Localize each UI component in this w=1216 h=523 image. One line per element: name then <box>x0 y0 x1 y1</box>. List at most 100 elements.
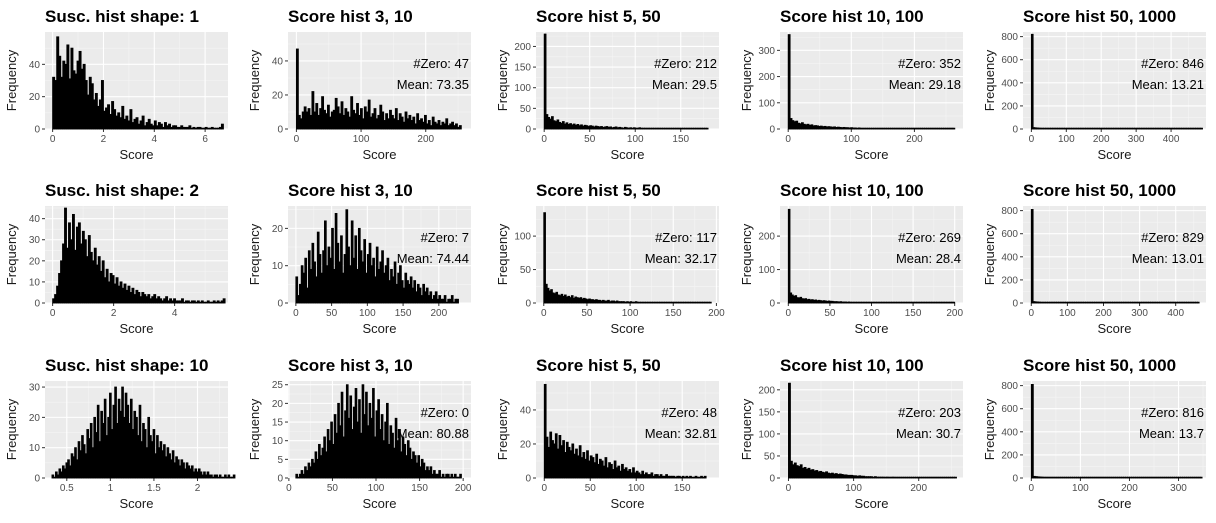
y-tick-label: 200 <box>758 385 775 396</box>
x-tick-label: 100 <box>628 483 645 494</box>
bars <box>51 386 236 479</box>
histogram-bar <box>543 212 546 304</box>
mean-annotation: Mean: 29.18 <box>889 77 961 92</box>
histogram-panel: Score hist 3, 10 0 10 20 0 50 100 150 200 Score Fr… <box>243 174 483 344</box>
x-axis-label: Score <box>120 147 154 162</box>
x-tick-label: 50 <box>581 308 593 319</box>
plot-background <box>780 32 963 129</box>
chart-title: Score hist 5, 50 <box>536 181 661 200</box>
histogram-bar <box>429 466 433 479</box>
zero-count-annotation: #Zero: 352 <box>898 56 961 71</box>
x-axis-label: Score <box>363 496 397 511</box>
mean-annotation: Mean: 13.7 <box>1139 426 1204 441</box>
x-tick-label: 100 <box>359 308 376 319</box>
y-tick-label: 0 <box>277 474 283 485</box>
histogram-bar <box>210 474 213 479</box>
x-tick-label: 100 <box>622 308 639 319</box>
histogram-bar <box>1030 209 1034 304</box>
x-tick-label: 0 <box>50 308 56 319</box>
plot-background <box>780 381 963 478</box>
bars <box>788 382 957 479</box>
x-tick-label: 0 <box>293 308 299 319</box>
y-tick-label: 200 <box>1001 450 1018 461</box>
chart-title: Score hist 10, 100 <box>780 7 924 26</box>
histogram-svg: Score hist 10, 100 0 100 200 300 0 100 200 Score… <box>739 7 963 162</box>
zero-count-annotation: #Zero: 47 <box>413 56 469 71</box>
y-axis-label: Frequency <box>4 223 19 285</box>
y-tick-label: 100 <box>758 98 775 109</box>
histogram-svg: Score hist 50, 1000 0 200 400 600 800 0 100 200 3… <box>982 7 1206 162</box>
zero-count-annotation: #Zero: 0 <box>421 405 469 420</box>
histogram-bar <box>443 295 447 304</box>
mean-annotation: Mean: 32.81 <box>645 426 717 441</box>
x-tick-label: 0 <box>1029 134 1035 145</box>
y-tick-label: 0 <box>277 299 283 310</box>
chart-title: Susc. hist shape: 2 <box>45 181 199 200</box>
zero-count-annotation: #Zero: 816 <box>1141 405 1204 420</box>
histogram-bar <box>438 470 441 479</box>
chart-title: Score hist 50, 1000 <box>1023 7 1176 26</box>
histogram-bar <box>787 208 791 304</box>
histogram-bar <box>168 123 172 130</box>
y-axis-label: Frequency <box>247 49 262 111</box>
x-axis-label: Score <box>120 496 154 511</box>
histogram-bar <box>788 382 791 479</box>
y-tick-label: 100 <box>514 232 531 243</box>
histogram-bar <box>952 301 956 304</box>
x-axis-label: Score <box>1098 147 1132 162</box>
y-tick-label: 0 <box>525 474 531 485</box>
chart-title: Score hist 50, 1000 <box>1023 356 1176 375</box>
x-tick-label: 200 <box>708 308 725 319</box>
histogram-bar <box>427 120 431 130</box>
y-axis-label: Frequency <box>982 49 997 111</box>
y-tick-label: 0 <box>34 474 40 485</box>
y-tick-label: 10 <box>29 443 41 454</box>
histogram-bar <box>232 474 236 479</box>
x-tick-label: 0 <box>785 134 791 145</box>
x-tick-label: 400 <box>1167 308 1184 319</box>
histogram-svg: Score hist 5, 50 0 50 100 150 200 0 50 100 150 Sco… <box>495 7 719 162</box>
y-tick-label: 15 <box>272 418 284 429</box>
histogram-bar <box>650 472 654 479</box>
x-tick-label: 150 <box>674 483 691 494</box>
zero-count-annotation: #Zero: 48 <box>661 405 717 420</box>
histogram-bar <box>459 473 462 479</box>
x-tick-label: 100 <box>863 308 880 319</box>
histogram-bar <box>340 235 343 304</box>
histogram-panel: Score hist 5, 50 0 50 100 0 50 100 150 200 Score F… <box>491 174 731 344</box>
y-tick-label: 5 <box>277 455 283 466</box>
bars <box>1030 209 1200 304</box>
y-tick-label: 20 <box>272 399 284 410</box>
x-tick-label: 0 <box>294 134 300 145</box>
x-tick-label: 1.5 <box>147 483 161 494</box>
x-tick-label: 200 <box>946 308 963 319</box>
histogram-bar <box>703 475 707 479</box>
histogram-bar <box>423 114 427 130</box>
x-tick-label: 200 <box>1093 134 1110 145</box>
x-tick-label: 150 <box>665 308 682 319</box>
x-axis-label: Score <box>611 496 645 511</box>
bars <box>295 48 462 130</box>
histogram-bar <box>386 402 389 479</box>
zero-count-annotation: #Zero: 846 <box>1141 56 1204 71</box>
zero-count-annotation: #Zero: 212 <box>654 56 717 71</box>
histogram-svg: Score hist 10, 100 0 100 200 0 50 100 150 200 Sco… <box>739 181 963 336</box>
x-tick-label: 50 <box>326 308 338 319</box>
y-tick-label: 200 <box>514 42 531 53</box>
histogram-bar <box>1030 33 1034 130</box>
histogram-svg: Susc. hist shape: 2 0 10 20 30 40 0 2 4 Score Freq… <box>4 181 228 336</box>
histogram-panel: Score hist 3, 10 0 20 40 0 100 200 Score Frequen… <box>243 0 483 170</box>
x-tick-label: 100 <box>843 134 860 145</box>
histogram-bar <box>100 80 104 130</box>
histogram-bar <box>543 33 547 130</box>
bars <box>295 209 459 304</box>
x-axis-label: Score <box>1098 496 1132 511</box>
histogram-panel: Score hist 10, 100 0 50 100 150 200 0 100 200 Sco… <box>735 349 975 519</box>
histogram-panel: Score hist 10, 100 0 100 200 0 50 100 150 200 Sco… <box>735 174 975 344</box>
x-axis-label: Score <box>363 147 397 162</box>
histogram-panel: Score hist 5, 50 0 20 40 0 50 100 150 Score Frequ… <box>491 349 731 519</box>
histogram-bar <box>456 298 459 304</box>
histogram-svg: Score hist 3, 10 0 5 10 15 20 25 0 50 100 150 200 Sc… <box>247 356 472 511</box>
histogram-panel: Susc. hist shape: 2 0 10 20 30 40 0 2 4 Score Freq… <box>0 174 240 344</box>
